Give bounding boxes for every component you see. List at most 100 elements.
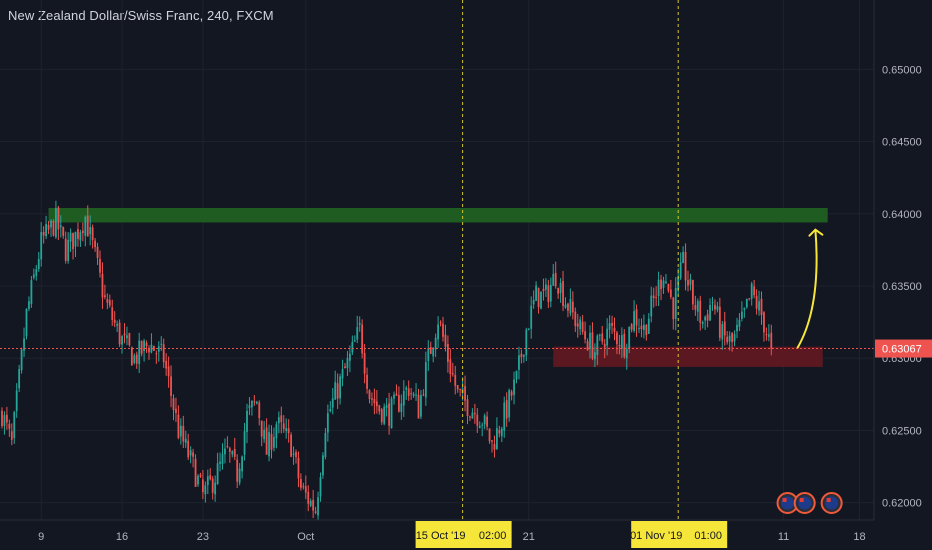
x-tick-label: Oct — [297, 531, 314, 543]
candle-body — [454, 374, 457, 386]
candle-body — [243, 431, 246, 455]
candle-body — [520, 353, 523, 358]
candle-body — [206, 476, 209, 486]
candle-body — [273, 436, 275, 448]
candle-body — [692, 280, 694, 305]
event-marker[interactable] — [776, 492, 799, 514]
candle-body — [157, 346, 160, 352]
candle-body — [755, 295, 758, 309]
x-tick-label: 18 — [853, 531, 865, 543]
candle-body — [422, 394, 425, 396]
candle-body — [179, 425, 182, 437]
candle-body — [52, 221, 55, 236]
candle-body — [522, 354, 525, 357]
candle-body — [760, 298, 763, 315]
candle-body — [116, 324, 119, 326]
candle-body — [363, 353, 366, 374]
candle-body — [148, 348, 150, 353]
event-marker[interactable] — [793, 492, 816, 514]
candle-body — [317, 497, 319, 516]
candle-body — [601, 333, 604, 342]
event-marker[interactable] — [820, 492, 843, 514]
price-axis — [874, 0, 932, 550]
candle-body — [679, 262, 682, 279]
candle-body — [130, 347, 133, 366]
candle-body — [696, 301, 699, 312]
candle-body — [304, 486, 307, 493]
candle-body — [542, 288, 545, 292]
candle-body — [356, 327, 359, 340]
candle-body — [290, 434, 292, 457]
x-tick-label: 9 — [38, 531, 44, 543]
candle-body — [150, 344, 153, 353]
candle-body — [37, 259, 40, 270]
x-tick-label: 16 — [116, 531, 128, 543]
candle-body — [706, 314, 709, 321]
candle-body — [704, 316, 707, 321]
candle-body — [258, 402, 261, 418]
candle-body — [346, 358, 349, 369]
candle-body — [640, 325, 643, 330]
candle-body — [99, 258, 101, 273]
candle-body — [194, 458, 197, 487]
candle-body — [606, 328, 609, 346]
candle-body — [40, 232, 43, 260]
y-tick-label: 0.64500 — [882, 137, 922, 149]
candle-body — [510, 391, 513, 396]
candle-body — [650, 295, 653, 317]
candle-body — [672, 297, 675, 320]
candle-body — [567, 303, 569, 311]
candle-body — [287, 428, 290, 434]
candle-body — [241, 456, 243, 472]
candle-body — [721, 324, 724, 340]
candle-body — [745, 298, 748, 308]
candle-body — [711, 302, 714, 304]
candle-body — [716, 306, 719, 310]
candle-body — [74, 231, 77, 247]
candle-body — [537, 287, 540, 307]
candle-body — [175, 408, 177, 413]
candle-body — [466, 399, 469, 417]
candle-body — [709, 304, 711, 321]
candle-body — [687, 280, 689, 286]
candle-body — [564, 304, 567, 308]
candle-body — [77, 229, 79, 239]
candle-body — [547, 285, 550, 302]
candle-body — [748, 298, 751, 300]
candle-body — [733, 334, 736, 342]
event-flag-corner — [799, 498, 804, 502]
candle-body — [576, 323, 579, 327]
candle-body — [302, 486, 305, 488]
candle-body — [574, 311, 577, 327]
candle-body — [625, 349, 628, 359]
candle-body — [170, 376, 172, 396]
candle-body — [118, 322, 121, 345]
candle-body — [652, 295, 655, 299]
candle-body — [275, 424, 278, 439]
candle-body — [674, 287, 677, 319]
support-zone — [553, 346, 823, 367]
candle-body — [728, 335, 731, 342]
candle-body — [532, 300, 535, 305]
candle-body — [135, 354, 138, 364]
candle-body — [459, 388, 462, 391]
candle-body — [233, 448, 236, 457]
candle-body — [613, 327, 616, 332]
candle-body — [628, 326, 631, 349]
candle-body — [699, 300, 702, 323]
candle-body — [469, 416, 471, 418]
candle-body — [398, 395, 400, 412]
candle-body — [23, 338, 25, 351]
candle-body — [209, 475, 212, 480]
candle-body — [552, 273, 555, 286]
candle-body — [140, 341, 143, 354]
candle-body — [420, 395, 422, 417]
candle-body — [336, 383, 339, 399]
candle-body — [62, 226, 65, 236]
candle-body — [589, 332, 591, 349]
candle-body — [684, 251, 687, 281]
crosshair-date-label: 15 Oct '19 02:00 — [415, 521, 512, 548]
candle-body — [172, 398, 175, 411]
candle-body — [407, 388, 410, 396]
